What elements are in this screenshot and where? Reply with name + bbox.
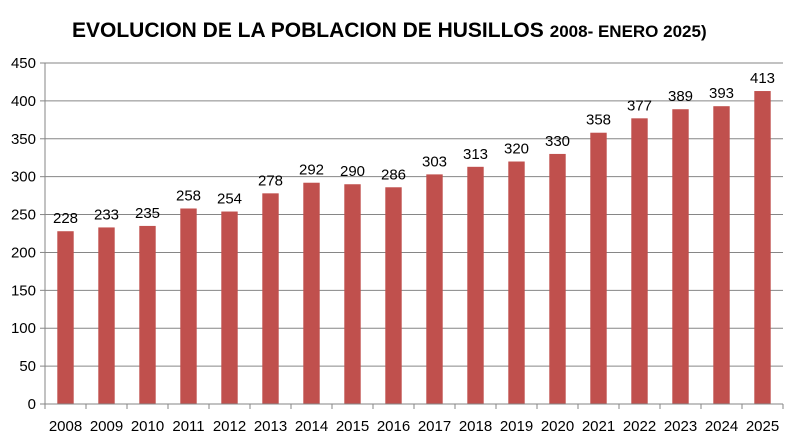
x-tick-label: 2012 [213, 418, 246, 435]
x-axis-ticks: 2008 2009 2010 2011 2012 2013 2014 2015 2016 2017… [44, 404, 784, 435]
y-tick-label: 350 [11, 131, 36, 148]
bar-2016 [385, 187, 402, 404]
data-label-2024: 393 [709, 85, 734, 102]
x-tick-label: 2018 [459, 418, 492, 435]
bar-2022 [631, 118, 648, 404]
data-label-2011: 258 [176, 187, 201, 204]
data-label-2022: 377 [627, 97, 652, 114]
bar-2023 [672, 109, 689, 405]
x-tick-label: 2011 [172, 418, 204, 435]
bars [57, 91, 771, 405]
data-label-2009: 233 [94, 206, 119, 223]
x-tick-label: 2023 [664, 418, 697, 435]
axes [44, 63, 783, 405]
x-tick-label: 2009 [90, 418, 123, 435]
y-tick-label: 100 [11, 320, 36, 337]
x-tick-label: 2019 [500, 418, 533, 435]
data-label-2025: 413 [750, 70, 775, 87]
bar-2021 [590, 132, 607, 404]
y-tick-label: 0 [28, 396, 36, 413]
data-label-2017: 303 [422, 153, 447, 170]
chart-title-main: EVOLUCION DE LA POBLACION DE HUSILLOS [72, 19, 544, 42]
data-label-2008: 228 [53, 210, 78, 227]
data-label-2016: 286 [381, 166, 406, 183]
bar-2020 [549, 153, 566, 404]
bar-2017 [426, 174, 443, 404]
y-tick-label: 450 [11, 55, 36, 72]
bar-2015 [344, 184, 361, 404]
y-tick-label: 50 [19, 358, 36, 375]
data-label-2020: 330 [545, 133, 570, 150]
x-tick-label: 2025 [746, 418, 779, 435]
bar-2013 [262, 193, 279, 404]
bar-2012 [221, 211, 238, 404]
y-tick-label: 250 [11, 207, 36, 224]
x-tick-label: 2021 [582, 418, 615, 435]
bar-2018 [467, 166, 484, 404]
x-tick-label: 2014 [295, 418, 328, 435]
y-tick-label: 400 [11, 93, 36, 110]
x-tick-label: 2022 [623, 418, 656, 435]
y-tick-label: 300 [11, 169, 36, 186]
chart-title-subtitle: 2008- ENERO 2025) [550, 22, 707, 41]
bar-2025 [754, 91, 771, 404]
data-label-2014: 292 [299, 162, 324, 179]
bar-2014 [303, 182, 320, 404]
x-tick-label: 2017 [418, 418, 451, 435]
bar-2024 [713, 106, 730, 405]
bar-2019 [508, 161, 525, 404]
data-label-2013: 278 [258, 172, 283, 189]
x-tick-label: 2013 [254, 418, 287, 435]
data-label-2018: 313 [463, 146, 488, 163]
x-tick-label: 2010 [131, 418, 164, 435]
chart-title: EVOLUCION DE LA POBLACION DE HUSILLOS 200… [72, 19, 707, 42]
x-tick-label: 2024 [705, 418, 738, 435]
y-axis-ticks: 0 50 100 150 200 250 300 350 400 450 [11, 55, 45, 413]
y-tick-label: 150 [11, 282, 36, 299]
x-tick-label: 2016 [377, 418, 410, 435]
y-tick-label: 200 [11, 244, 36, 261]
x-tick-label: 2008 [49, 418, 82, 435]
data-labels: 228 233 235 258 254 278 292 290 286 303 313 320 330 3… [53, 70, 775, 227]
x-tick-label: 2015 [336, 418, 369, 435]
data-label-2021: 358 [586, 112, 611, 129]
gridlines [45, 62, 783, 367]
data-label-2012: 254 [217, 191, 242, 208]
data-label-2019: 320 [504, 141, 529, 158]
bar-2011 [180, 208, 197, 404]
data-label-2015: 290 [340, 163, 365, 180]
bar-2009 [98, 227, 115, 404]
data-label-2023: 389 [668, 88, 693, 105]
x-tick-label: 2020 [541, 418, 574, 435]
data-label-2010: 235 [135, 205, 160, 222]
bar-2008 [57, 231, 74, 404]
bar-2010 [139, 225, 156, 404]
